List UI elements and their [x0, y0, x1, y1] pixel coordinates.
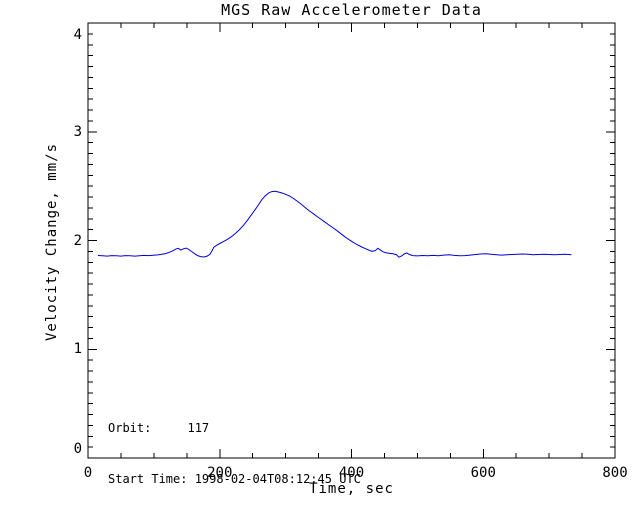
y-tick-label: 0: [73, 441, 82, 457]
y-tick-label: 2: [73, 232, 82, 249]
y-tick-label: 1: [73, 341, 82, 358]
tick-marks: [87, 22, 616, 459]
x-tick-label: 0: [83, 465, 93, 481]
annotation-orbit: Orbit: 117: [108, 421, 210, 435]
x-tick-label: 400: [338, 465, 365, 481]
plot-axes-box: [87, 22, 616, 459]
x-tick-label: 600: [470, 465, 496, 481]
chart-title: MGS Raw Accelerometer Data: [221, 1, 482, 19]
x-tick-label: 200: [207, 465, 233, 481]
x-axis-label: Time, sec: [309, 481, 394, 497]
y-tick-label: 3: [73, 123, 82, 140]
y-tick-label: 4: [73, 27, 82, 43]
annotation-block: Orbit: 117 Start Time: 1998-02-04T08:12:…: [108, 386, 361, 512]
annotation-start-time: Start Time: 1998-02-04T08:12:45 UTC: [108, 472, 361, 486]
velocity-data-line: [97, 190, 572, 258]
x-tick-label: 800: [602, 465, 628, 481]
